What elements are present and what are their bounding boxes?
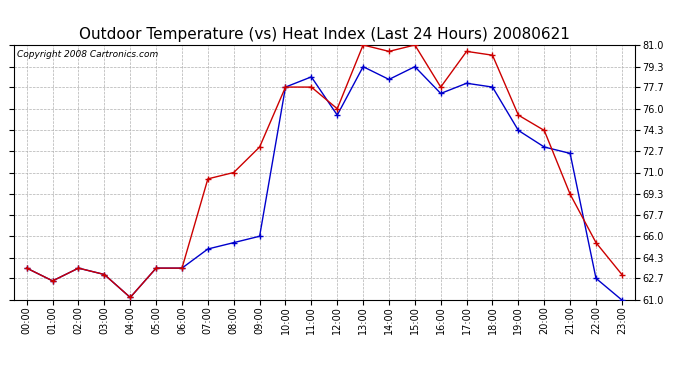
Title: Outdoor Temperature (vs) Heat Index (Last 24 Hours) 20080621: Outdoor Temperature (vs) Heat Index (Las… xyxy=(79,27,570,42)
Text: Copyright 2008 Cartronics.com: Copyright 2008 Cartronics.com xyxy=(17,50,158,59)
